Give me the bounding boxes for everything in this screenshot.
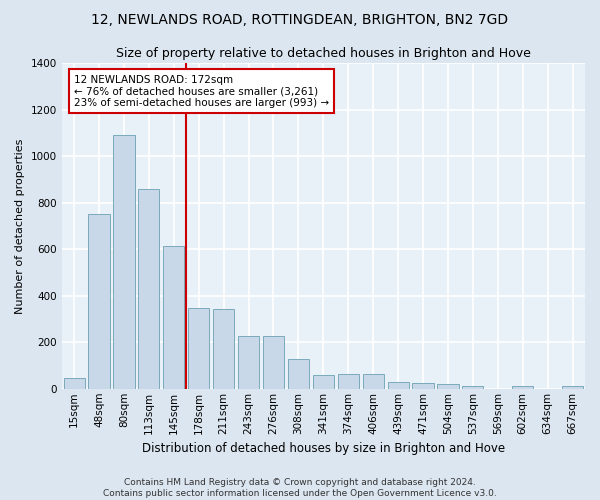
X-axis label: Distribution of detached houses by size in Brighton and Hove: Distribution of detached houses by size … <box>142 442 505 455</box>
Bar <box>113 135 134 389</box>
Bar <box>362 374 384 389</box>
Bar <box>288 358 309 389</box>
Bar <box>388 382 409 389</box>
Bar <box>313 375 334 389</box>
Bar <box>138 188 160 389</box>
Text: Contains HM Land Registry data © Crown copyright and database right 2024.
Contai: Contains HM Land Registry data © Crown c… <box>103 478 497 498</box>
Y-axis label: Number of detached properties: Number of detached properties <box>15 138 25 314</box>
Bar <box>462 386 484 389</box>
Bar <box>263 336 284 389</box>
Bar <box>562 386 583 389</box>
Title: Size of property relative to detached houses in Brighton and Hove: Size of property relative to detached ho… <box>116 48 531 60</box>
Bar <box>338 374 359 389</box>
Bar <box>412 383 434 389</box>
Bar <box>437 384 458 389</box>
Text: 12, NEWLANDS ROAD, ROTTINGDEAN, BRIGHTON, BN2 7GD: 12, NEWLANDS ROAD, ROTTINGDEAN, BRIGHTON… <box>91 12 509 26</box>
Bar <box>238 336 259 389</box>
Bar <box>88 214 110 389</box>
Bar <box>213 308 234 389</box>
Text: 12 NEWLANDS ROAD: 172sqm
← 76% of detached houses are smaller (3,261)
23% of sem: 12 NEWLANDS ROAD: 172sqm ← 76% of detach… <box>74 74 329 108</box>
Bar <box>188 308 209 389</box>
Bar <box>512 386 533 389</box>
Bar <box>163 246 184 389</box>
Bar <box>64 378 85 389</box>
